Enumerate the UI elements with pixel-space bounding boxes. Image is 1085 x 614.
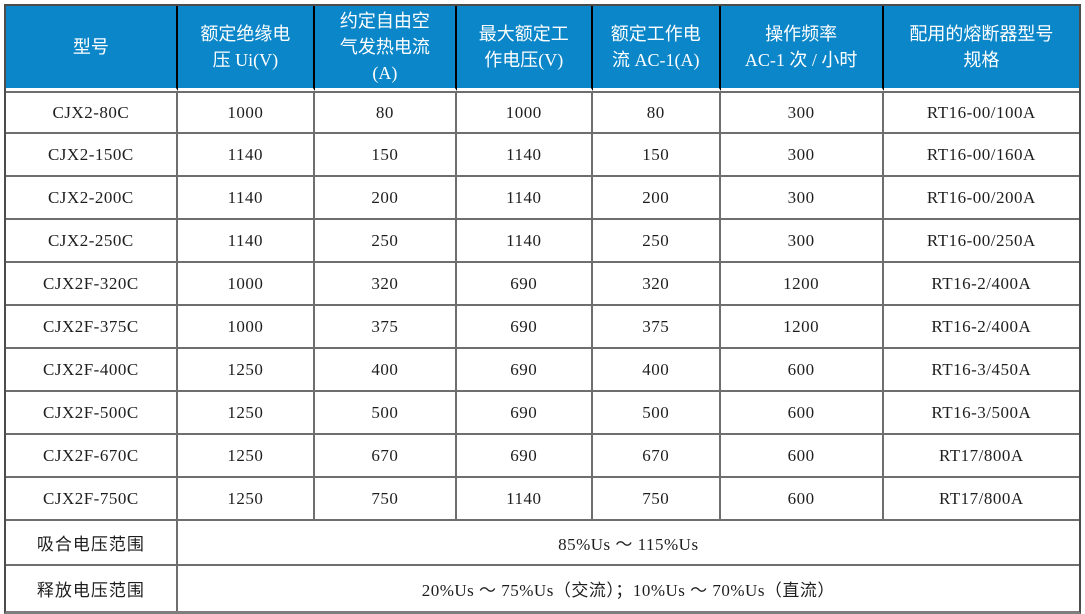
rated-current-ac1-cell: 670 [592, 435, 721, 479]
rated-current-ac1-cell: 80 [592, 91, 721, 135]
rated-current-ac1-cell: 150 [592, 134, 721, 178]
thermal-current-cell: 670 [315, 435, 457, 479]
rated-current-ac1-cell: 250 [592, 220, 721, 264]
release-voltage-value: 20%Us ～ 75%Us（交流）；10%Us ～ 70%Us（直流） [177, 566, 1079, 612]
table-row: CJX2F-670C 1250 670 690 670 600 RT17/800… [6, 435, 1079, 479]
thermal-current-cell: 320 [315, 263, 457, 307]
operating-frequency-cell: 300 [720, 177, 884, 221]
release-voltage-label: 释放电压范围 [6, 566, 178, 612]
fuse-spec-cell: RT16-00/200A [883, 177, 1079, 221]
model-cell: CJX2F-375C [6, 306, 178, 350]
model-cell: CJX2F-400C [6, 349, 178, 393]
operating-frequency-cell: 300 [720, 134, 884, 178]
fuse-spec-cell: RT16-00/250A [883, 220, 1079, 264]
operating-frequency-cell: 300 [720, 220, 884, 264]
thermal-current-cell: 250 [315, 220, 457, 264]
insulation-voltage-cell: 1250 [177, 478, 316, 522]
model-cell: CJX2F-670C [6, 435, 178, 479]
table-row: CJX2-250C 1140 250 1140 250 300 RT16-00/… [6, 220, 1079, 264]
thermal-current-cell: 400 [315, 349, 457, 393]
thermal-current-cell: 200 [315, 177, 457, 221]
table-body: CJX2-80C 1000 80 1000 80 300 RT16-00/100… [6, 91, 1079, 522]
fuse-spec-cell: RT16-2/400A [883, 263, 1079, 307]
table-row: CJX2F-500C 1250 500 690 500 600 RT16-3/5… [6, 392, 1079, 436]
rated-current-ac1-cell: 375 [592, 306, 721, 350]
fuse-spec-cell: RT17/800A [883, 435, 1079, 479]
model-cell: CJX2F-500C [6, 392, 178, 436]
insulation-voltage-cell: 1250 [177, 349, 316, 393]
insulation-voltage-cell: 1000 [177, 263, 316, 307]
max-working-voltage-cell: 690 [456, 349, 593, 393]
operating-frequency-cell: 1200 [720, 263, 884, 307]
max-working-voltage-cell: 1140 [456, 478, 593, 522]
fuse-spec-cell: RT16-00/160A [883, 134, 1079, 178]
thermal-current-cell: 375 [315, 306, 457, 350]
rated-current-ac1-cell: 200 [592, 177, 721, 221]
max-working-voltage-cell: 1000 [456, 91, 593, 135]
max-working-voltage-cell: 1140 [456, 177, 593, 221]
max-working-voltage-cell: 690 [456, 435, 593, 479]
fuse-spec-cell: RT17/800A [883, 478, 1079, 522]
model-cell: CJX2-150C [6, 134, 178, 178]
thermal-current-cell: 500 [315, 392, 457, 436]
operating-frequency-cell: 600 [720, 349, 884, 393]
table-row: CJX2F-400C 1250 400 690 400 600 RT16-3/4… [6, 349, 1079, 393]
column-header-thermal-current: 约定自由空 气发热电流 (A) [315, 6, 457, 92]
table-row: CJX2-200C 1140 200 1140 200 300 RT16-00/… [6, 177, 1079, 221]
pickup-voltage-row: 吸合电压范围 85%Us ～ 115%Us [6, 521, 1079, 567]
table-row: CJX2F-320C 1000 320 690 320 1200 RT16-2/… [6, 263, 1079, 307]
thermal-current-cell: 750 [315, 478, 457, 522]
contactor-spec-table: 型号 额定绝缘电 压 Ui(V) 约定自由空 气发热电流 (A) 最大额定工 作… [4, 4, 1081, 614]
table-row: CJX2-150C 1140 150 1140 150 300 RT16-00/… [6, 134, 1079, 178]
column-header-rated-current-ac1: 额定工作电 流 AC-1(A) [592, 6, 721, 92]
thermal-current-cell: 150 [315, 134, 457, 178]
release-voltage-row: 释放电压范围 20%Us ～ 75%Us（交流）；10%Us ～ 70%Us（直… [6, 566, 1079, 612]
rated-current-ac1-cell: 320 [592, 263, 721, 307]
table-row: CJX2F-750C 1250 750 1140 750 600 RT17/80… [6, 478, 1079, 522]
column-header-operating-frequency: 操作频率 AC-1 次 / 小时 [720, 6, 884, 92]
header-row: 型号 额定绝缘电 压 Ui(V) 约定自由空 气发热电流 (A) 最大额定工 作… [6, 6, 1079, 92]
operating-frequency-cell: 600 [720, 435, 884, 479]
operating-frequency-cell: 300 [720, 91, 884, 135]
insulation-voltage-cell: 1000 [177, 91, 316, 135]
insulation-voltage-cell: 1140 [177, 134, 316, 178]
insulation-voltage-cell: 1250 [177, 435, 316, 479]
column-header-fuse-spec: 配用的熔断器型号 规格 [883, 6, 1079, 92]
max-working-voltage-cell: 690 [456, 392, 593, 436]
operating-frequency-cell: 1200 [720, 306, 884, 350]
pickup-voltage-label: 吸合电压范围 [6, 521, 178, 567]
max-working-voltage-cell: 1140 [456, 220, 593, 264]
model-cell: CJX2-250C [6, 220, 178, 264]
max-working-voltage-cell: 690 [456, 306, 593, 350]
column-header-insulation-voltage: 额定绝缘电 压 Ui(V) [177, 6, 316, 92]
fuse-spec-cell: RT16-00/100A [883, 91, 1079, 135]
rated-current-ac1-cell: 750 [592, 478, 721, 522]
table-row: CJX2F-375C 1000 375 690 375 1200 RT16-2/… [6, 306, 1079, 350]
table-footer: 吸合电压范围 85%Us ～ 115%Us 释放电压范围 20%Us ～ 75%… [6, 521, 1079, 612]
operating-frequency-cell: 600 [720, 392, 884, 436]
column-header-max-working-voltage: 最大额定工 作电压(V) [456, 6, 593, 92]
insulation-voltage-cell: 1000 [177, 306, 316, 350]
insulation-voltage-cell: 1140 [177, 220, 316, 264]
insulation-voltage-cell: 1250 [177, 392, 316, 436]
max-working-voltage-cell: 1140 [456, 134, 593, 178]
table-header: 型号 额定绝缘电 压 Ui(V) 约定自由空 气发热电流 (A) 最大额定工 作… [6, 6, 1079, 92]
pickup-voltage-value: 85%Us ～ 115%Us [177, 521, 1079, 567]
rated-current-ac1-cell: 400 [592, 349, 721, 393]
model-cell: CJX2-80C [6, 91, 178, 135]
fuse-spec-cell: RT16-3/450A [883, 349, 1079, 393]
model-cell: CJX2F-320C [6, 263, 178, 307]
rated-current-ac1-cell: 500 [592, 392, 721, 436]
model-cell: CJX2F-750C [6, 478, 178, 522]
insulation-voltage-cell: 1140 [177, 177, 316, 221]
column-header-model: 型号 [6, 6, 178, 92]
fuse-spec-cell: RT16-3/500A [883, 392, 1079, 436]
table-row: CJX2-80C 1000 80 1000 80 300 RT16-00/100… [6, 91, 1079, 135]
operating-frequency-cell: 600 [720, 478, 884, 522]
max-working-voltage-cell: 690 [456, 263, 593, 307]
thermal-current-cell: 80 [315, 91, 457, 135]
fuse-spec-cell: RT16-2/400A [883, 306, 1079, 350]
model-cell: CJX2-200C [6, 177, 178, 221]
